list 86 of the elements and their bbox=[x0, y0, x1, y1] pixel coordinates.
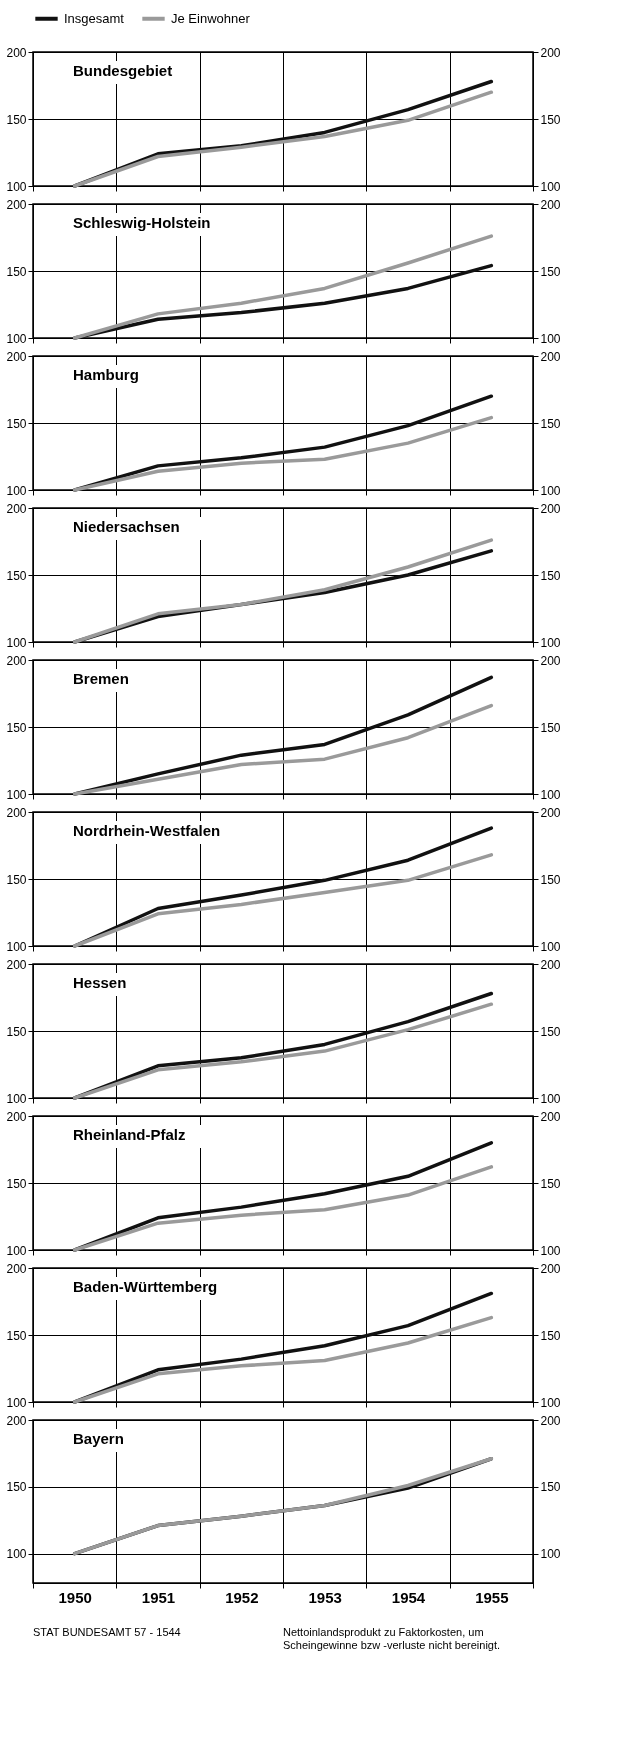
y2-tick-label: 200 bbox=[540, 1261, 561, 1276]
legend-label: Insgesamt bbox=[64, 10, 125, 26]
y2-tick-label: 100 bbox=[540, 939, 561, 954]
line-series bbox=[72, 415, 494, 492]
y-tick-label: 200 bbox=[6, 197, 27, 212]
y2-tick-label: 150 bbox=[540, 1176, 561, 1191]
y2-tick-label: 100 bbox=[540, 331, 561, 346]
x-tick-label: 1953 bbox=[308, 1588, 342, 1606]
y2-tick-label: 200 bbox=[540, 805, 561, 820]
y2-tick-label: 150 bbox=[540, 1328, 561, 1343]
y-tick-label: 100 bbox=[6, 179, 27, 194]
text: Nordrhein-Westfalen bbox=[73, 822, 221, 839]
line-series bbox=[72, 1315, 494, 1404]
text: Niedersachsen bbox=[73, 518, 180, 535]
y2-tick-label: 150 bbox=[540, 872, 561, 887]
x-tick-label: 1955 bbox=[475, 1588, 509, 1606]
y-tick-label: 150 bbox=[6, 568, 27, 583]
y2-tick-label: 200 bbox=[540, 501, 561, 516]
text: Hessen bbox=[73, 974, 127, 991]
y2-tick-label: 100 bbox=[540, 787, 561, 802]
x-tick-label: 1950 bbox=[58, 1588, 92, 1606]
line-series bbox=[72, 703, 494, 796]
y2-tick-label: 150 bbox=[540, 264, 561, 279]
y2-tick-label: 200 bbox=[540, 1413, 561, 1428]
legend-label: Je Einwohner bbox=[171, 10, 251, 26]
y-tick-label: 200 bbox=[6, 45, 27, 60]
y-tick-label: 150 bbox=[6, 872, 27, 887]
y2-tick-label: 150 bbox=[540, 1480, 561, 1495]
y-tick-label: 100 bbox=[6, 787, 27, 802]
y-tick-label: 150 bbox=[6, 416, 27, 431]
y2-tick-label: 200 bbox=[540, 957, 561, 972]
line-series bbox=[72, 234, 494, 340]
text: Schleswig-Holstein bbox=[73, 214, 211, 231]
y2-tick-label: 100 bbox=[540, 483, 561, 498]
y2-tick-label: 200 bbox=[540, 1109, 561, 1124]
y-tick-label: 100 bbox=[6, 1395, 27, 1410]
y2-tick-label: 100 bbox=[540, 1395, 561, 1410]
y2-tick-label: 200 bbox=[540, 197, 561, 212]
y-tick-label: 200 bbox=[6, 1109, 27, 1124]
y2-tick-label: 200 bbox=[540, 45, 561, 60]
line-series bbox=[72, 1165, 494, 1252]
y2-tick-label: 200 bbox=[540, 653, 561, 668]
y2-tick-label: 100 bbox=[540, 179, 561, 194]
y2-tick-label: 150 bbox=[540, 112, 561, 127]
y-tick-label: 200 bbox=[6, 1261, 27, 1276]
y-tick-label: 200 bbox=[6, 349, 27, 364]
y2-tick-label: 150 bbox=[540, 416, 561, 431]
y-tick-label: 100 bbox=[6, 1243, 27, 1258]
text: STAT BUNDESAMT 57 - 1544 bbox=[33, 1626, 181, 1638]
text: Bundesgebiet bbox=[73, 62, 173, 79]
y-tick-label: 100 bbox=[6, 1091, 27, 1106]
y-tick-label: 100 bbox=[6, 1547, 27, 1562]
y-tick-label: 100 bbox=[6, 331, 27, 346]
y2-tick-label: 150 bbox=[540, 568, 561, 583]
y-tick-label: 150 bbox=[6, 1480, 27, 1495]
text: Hamburg bbox=[73, 366, 139, 383]
y-tick-label: 150 bbox=[6, 264, 27, 279]
x-tick-label: 1951 bbox=[141, 1588, 176, 1606]
line-series bbox=[72, 853, 494, 948]
y-tick-label: 100 bbox=[6, 635, 27, 650]
y2-tick-label: 100 bbox=[540, 635, 561, 650]
y-tick-label: 200 bbox=[6, 957, 27, 972]
x-tick-label: 1952 bbox=[225, 1588, 259, 1606]
text: Baden-Württemberg bbox=[73, 1278, 218, 1295]
y2-tick-label: 150 bbox=[540, 720, 561, 735]
y-tick-label: 100 bbox=[6, 483, 27, 498]
y-tick-label: 200 bbox=[6, 1413, 27, 1428]
text: Bayern bbox=[73, 1430, 124, 1447]
y-tick-label: 100 bbox=[6, 939, 27, 954]
y2-tick-label: 150 bbox=[540, 1024, 561, 1039]
y-tick-label: 150 bbox=[6, 1024, 27, 1039]
y2-tick-label: 100 bbox=[540, 1547, 561, 1562]
y-tick-label: 150 bbox=[6, 1176, 27, 1191]
y-tick-label: 150 bbox=[6, 112, 27, 127]
y-tick-label: 200 bbox=[6, 653, 27, 668]
y-tick-label: 200 bbox=[6, 501, 27, 516]
text: Nettoinlandsprodukt zu Faktorkosten, um Scheingewinne bzw -verluste nicht bereinigt. bbox=[283, 1626, 501, 1651]
text: Rheinland-Pfalz bbox=[73, 1126, 186, 1143]
y-tick-label: 150 bbox=[6, 1328, 27, 1343]
y2-tick-label: 100 bbox=[540, 1243, 561, 1258]
x-tick-label: 1954 bbox=[391, 1588, 426, 1606]
y-tick-label: 200 bbox=[6, 805, 27, 820]
y2-tick-label: 200 bbox=[540, 349, 561, 364]
text: Bremen bbox=[73, 670, 129, 687]
y-tick-label: 150 bbox=[6, 720, 27, 735]
y2-tick-label: 100 bbox=[540, 1091, 561, 1106]
